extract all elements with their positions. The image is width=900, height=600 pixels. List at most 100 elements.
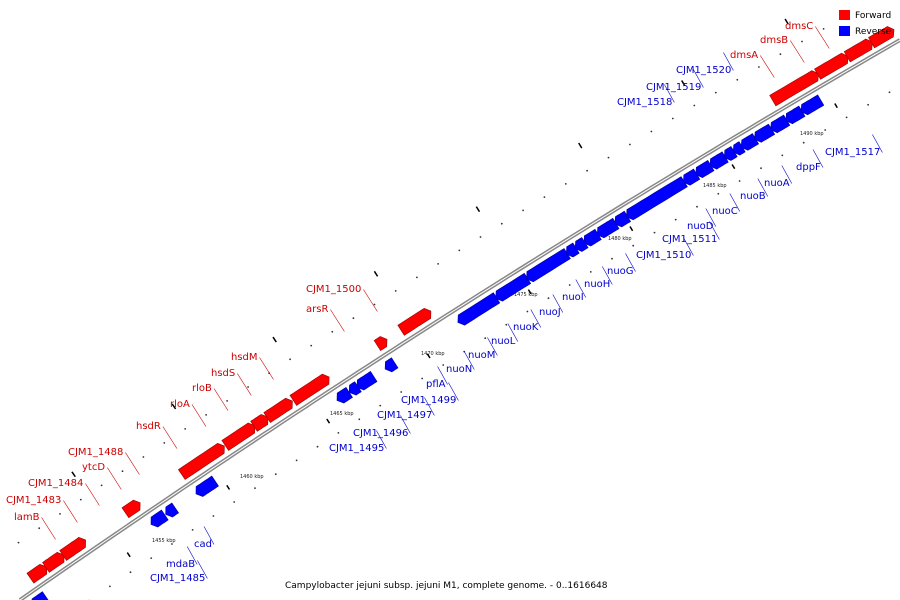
legend-reverse-swatch — [839, 26, 850, 36]
leader-line — [191, 404, 207, 427]
leader-line — [63, 500, 78, 523]
gene-arrow-hsdS[interactable] — [289, 373, 330, 406]
gene-arrow-arsR[interactable] — [397, 307, 432, 336]
gene-label-pflA[interactable]: pflA — [426, 379, 446, 390]
gene-label-rloA[interactable]: rloA — [170, 399, 190, 410]
scale-tick — [226, 484, 231, 490]
leader-line — [815, 26, 830, 49]
gene-label-cjm1-1499[interactable]: CJM1_1499 — [401, 395, 456, 406]
legend-forward-swatch — [839, 10, 850, 20]
gene-label-nuoJ[interactable]: nuoJ — [539, 307, 561, 318]
grid-dot — [589, 271, 592, 273]
gene-arrow-cjm1-1488[interactable] — [177, 442, 225, 480]
gene-label-nuoB[interactable]: nuoB — [740, 191, 766, 202]
gene-label-cjm1-1496[interactable]: CJM1_1496 — [353, 428, 408, 439]
gene-label-hsdS[interactable]: hsdS — [211, 368, 235, 379]
gene-arrow-rloB[interactable] — [263, 397, 293, 424]
leader-line — [760, 55, 775, 78]
gene-arrow-cad[interactable] — [195, 475, 219, 497]
grid-dot — [191, 529, 194, 531]
gene-label-nuoN[interactable]: nuoN — [446, 364, 472, 375]
gene-arrow-cjm1-1499[interactable] — [384, 357, 399, 373]
gene-arrow-pflA[interactable] — [457, 292, 501, 326]
grid-dot — [717, 192, 720, 195]
gene-label-cjm1-1497[interactable]: CJM1_1497 — [377, 410, 432, 421]
gene-label-cjm1-1495[interactable]: CJM1_1495 — [329, 443, 384, 454]
gene-label-nuoK[interactable]: nuoK — [513, 322, 539, 333]
gene-label-nuoD[interactable]: nuoD — [687, 221, 714, 232]
gene-arrow-rloA[interactable] — [250, 414, 269, 432]
gene-arrow-cjm1-1485[interactable] — [150, 509, 169, 528]
gene-label-ytcD[interactable]: ytcD — [82, 462, 105, 473]
gene-label-cjm1-1518[interactable]: CJM1_1518 — [617, 97, 672, 108]
grid-dot — [205, 414, 208, 416]
grid-dot — [184, 428, 187, 430]
gene-label-lamB[interactable]: lamB — [14, 512, 40, 523]
gene-label-cad[interactable]: cad — [194, 539, 212, 550]
grid-dot — [760, 167, 762, 170]
gene-label-cjm1-1483[interactable]: CJM1_1483 — [6, 495, 61, 506]
leader-line — [872, 134, 883, 153]
gene-arrow-dmsB[interactable] — [843, 38, 873, 63]
gene-arrow-cjm1-1519[interactable] — [800, 94, 825, 116]
gene-arrow-mdaB[interactable] — [165, 502, 180, 518]
gene-arrow-nuoM[interactable] — [526, 248, 571, 283]
gene-label-nuoM[interactable]: nuoM — [468, 350, 495, 361]
gene-label-cjm1-1484[interactable]: CJM1_1484 — [28, 478, 83, 489]
gene-label-dmsC[interactable]: dmsC — [785, 21, 813, 32]
gene-arrow-dmsA[interactable] — [814, 52, 849, 80]
gene-arrow-dmsC[interactable] — [868, 26, 895, 49]
grid-dot — [845, 116, 848, 119]
grid-dot — [394, 290, 397, 292]
gene-arrow-cjm1-1497[interactable] — [356, 370, 378, 391]
gene-label-cjm1-1485[interactable]: CJM1_1485 — [150, 573, 205, 584]
grid-dot — [479, 236, 482, 238]
gene-arrow-edge[interactable] — [31, 591, 49, 600]
grid-dot — [802, 141, 805, 144]
grid-dot — [442, 364, 445, 366]
gene-arrow-lamB[interactable] — [26, 563, 48, 584]
leader-line — [705, 208, 717, 227]
gene-arrow-hsdM[interactable] — [373, 336, 388, 352]
gene-label-mdaB[interactable]: mdaB — [166, 559, 195, 570]
gene-label-dppF[interactable]: dppF — [796, 162, 821, 173]
gene-label-nuoI[interactable]: nuoI — [562, 292, 584, 303]
grid-dot — [586, 169, 588, 172]
grid-dot — [352, 317, 355, 320]
gene-label-cjm1-1510[interactable]: CJM1_1510 — [636, 250, 691, 261]
gene-arrow-cjm1-1484[interactable] — [59, 537, 86, 561]
gene-label-arsR[interactable]: arsR — [306, 304, 328, 315]
grid-dot — [163, 442, 166, 444]
gene-label-cjm1-1519[interactable]: CJM1_1519 — [646, 82, 701, 93]
gene-arrow-cjm1-1483[interactable] — [42, 551, 65, 573]
grid-dot — [736, 78, 739, 81]
legend-reverse-label: Reverse — [855, 27, 892, 37]
grid-dot — [289, 358, 291, 361]
gene-label-dmsB[interactable]: dmsB — [760, 35, 788, 46]
gene-label-cjm1-1488[interactable]: CJM1_1488 — [68, 447, 123, 458]
gene-label-rloB[interactable]: rloB — [192, 383, 212, 394]
leader-line — [237, 373, 252, 396]
gene-label-nuoC[interactable]: nuoC — [712, 206, 738, 217]
gene-label-cjm1-1511[interactable]: CJM1_1511 — [662, 234, 717, 245]
gene-arrow-cjm1-1500[interactable] — [769, 70, 819, 107]
gene-label-cjm1-1520[interactable]: CJM1_1520 — [676, 65, 731, 76]
gene-arrow-ytcD[interactable] — [121, 499, 141, 519]
tick-label-1485: 1485 kbp — [703, 183, 727, 189]
grid-dot — [867, 103, 869, 106]
gene-label-dmsA[interactable]: dmsA — [730, 50, 758, 61]
gene-features[interactable] — [26, 26, 895, 600]
scale-ticks: 1455 kbp 1460 kbp 1465 kbp 1470 kbp 1475… — [71, 18, 838, 558]
gene-label-nuoG[interactable]: nuoG — [607, 266, 634, 277]
grid-dot — [17, 541, 20, 544]
gene-label-nuoH[interactable]: nuoH — [584, 279, 610, 290]
gene-label-nuoA[interactable]: nuoA — [764, 178, 790, 189]
gene-label-cjm1-1500[interactable]: CJM1_1500 — [306, 284, 361, 295]
gene-arrow-hsdR[interactable] — [221, 422, 256, 451]
gene-label-nuoL[interactable]: nuoL — [491, 336, 516, 347]
gene-label-hsdR[interactable]: hsdR — [136, 421, 161, 432]
gene-label-hsdM[interactable]: hsdM — [231, 352, 258, 363]
gene-label-cjm1-1517[interactable]: CJM1_1517 — [825, 147, 880, 158]
backbone-highlight — [19, 39, 900, 600]
